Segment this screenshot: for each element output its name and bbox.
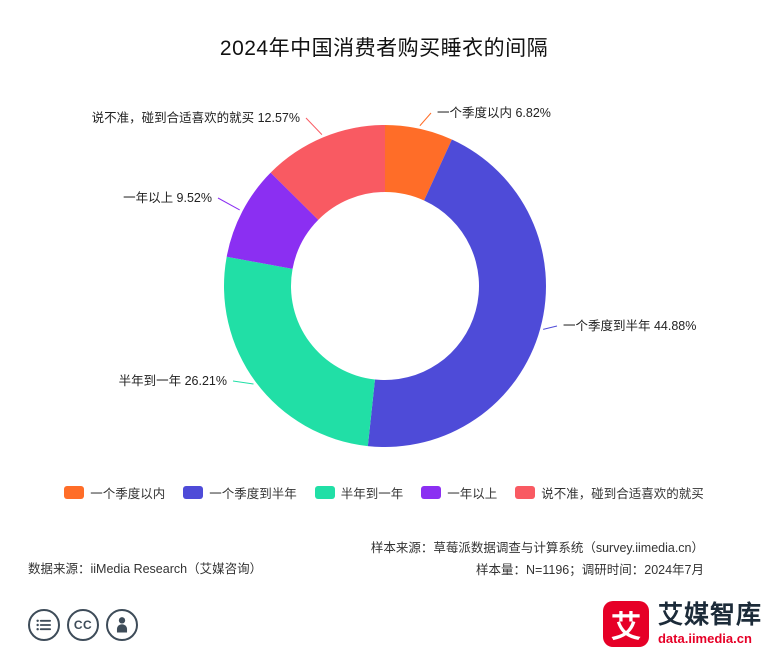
legend-swatch-0 — [64, 486, 85, 499]
legend-label-3: 一年以上 — [447, 487, 498, 501]
slice-label-1: 一个季度到半年 44.88% — [563, 318, 696, 333]
legend-swatch-2 — [314, 486, 335, 499]
cc-icon: CC — [67, 609, 99, 641]
donut-slice-1 — [367, 139, 547, 447]
legend-item-4: 说不准，碰到合适喜欢的就买 — [515, 483, 704, 502]
legend-swatch-4 — [515, 486, 536, 499]
slice-label-3: 一年以上 9.52% — [123, 191, 212, 205]
leader-line-3 — [217, 197, 240, 211]
brand-logo-icon: 艾 — [602, 601, 649, 647]
brand-url: data.iimedia.cn — [657, 630, 752, 646]
legend-item-1: 一个季度到半年 — [183, 483, 297, 502]
legend-label-4: 说不准，碰到合适喜欢的就买 — [541, 487, 704, 501]
brand-name: 艾媒智库 — [657, 601, 762, 630]
donut-slice-3 — [226, 172, 319, 269]
sample-source-text: 样本来源：草莓派数据调查与计算系统（survey.iimedia.cn） — [370, 541, 704, 555]
donut-slice-2 — [224, 256, 375, 447]
brand-block: 艾 艾媒智库 data.iimedia.cn — [602, 601, 762, 647]
legend-label-1: 一个季度到半年 — [209, 487, 297, 501]
legend-swatch-1 — [183, 486, 204, 499]
chart-legend: 一个季度以内 一个季度到半年 半年到一年 一年以上 说不准，碰到合适喜欢的就买 — [0, 483, 768, 502]
legend-item-0: 一个季度以内 — [64, 483, 165, 502]
legend-label-2: 半年到一年 — [340, 487, 404, 501]
sample-note-block: 样本来源：草莓派数据调查与计算系统（survey.iimedia.cn） 样本量… — [371, 537, 704, 581]
donut-slice-4 — [270, 124, 385, 220]
leader-line-4 — [305, 117, 323, 135]
chart-title: 2024年中国消费者购买睡衣的间隔 — [219, 37, 549, 60]
legend-label-0: 一个季度以内 — [90, 487, 166, 501]
leader-line-2 — [232, 380, 254, 385]
legend-swatch-3 — [421, 486, 442, 499]
license-icons: CC — [28, 609, 138, 641]
person-icon — [106, 609, 138, 641]
leader-line-1 — [543, 325, 558, 330]
legend-item-2: 半年到一年 — [314, 483, 404, 502]
menu-lines-icon — [28, 609, 60, 641]
data-source-text: 数据来源：iiMedia Research（艾媒咨询） — [28, 562, 263, 576]
slice-label-0: 一个季度以内 6.82% — [437, 105, 551, 120]
slice-label-4: 说不准，碰到合适喜欢的就买 12.57% — [92, 110, 300, 125]
leader-line-0 — [419, 112, 432, 127]
donut-chart: 一个季度以内 6.82% 一个季度到半年 44.88% 半年到一年 26.21% 一年… — [92, 105, 696, 447]
donut-slice-0 — [385, 125, 452, 201]
slice-label-2: 半年到一年 26.21% — [119, 374, 227, 388]
sample-info-text: 样本量：N=1196；调研时间：2024年7月 — [476, 563, 704, 577]
legend-item-3: 一年以上 — [421, 483, 497, 502]
